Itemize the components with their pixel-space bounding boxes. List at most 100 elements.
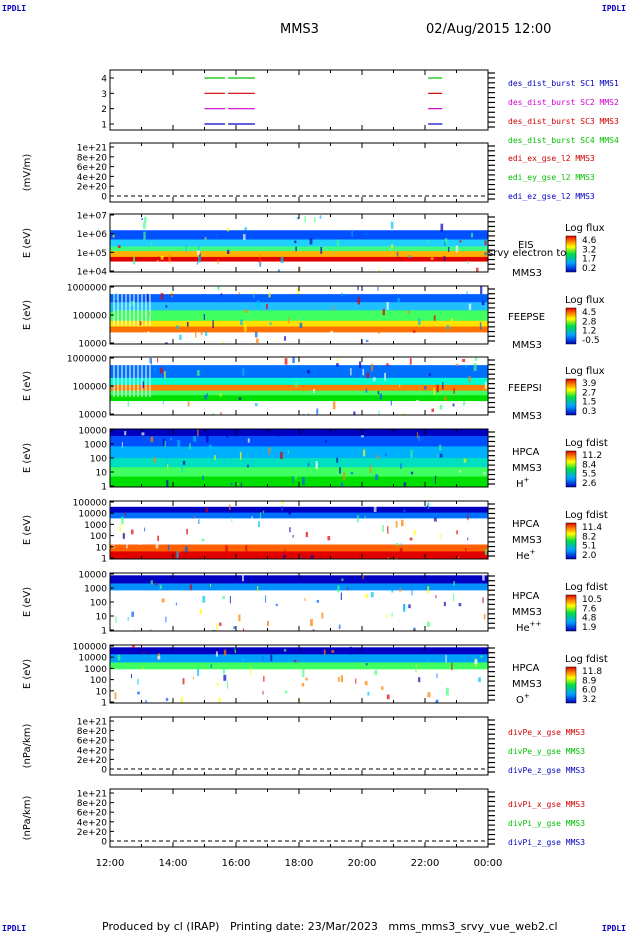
- heatmap-speckle: [463, 401, 466, 406]
- heatmap-feepse: [110, 286, 488, 344]
- heatmap-speckle: [203, 314, 205, 320]
- heatmap-speckle: [484, 252, 487, 256]
- heatmap-speckle: [254, 331, 258, 338]
- heatmap-speckle: [234, 431, 238, 437]
- heatmap-speckle: [390, 244, 394, 249]
- heatmap-speckle: [296, 217, 299, 220]
- heatmap-speckle: [198, 252, 201, 258]
- heatmap-speckle: [238, 292, 240, 295]
- heatmap-band: [110, 239, 488, 247]
- heatmap-speckle: [337, 358, 339, 363]
- heatmap-speckle: [312, 629, 315, 631]
- heatmap-band: [110, 467, 488, 478]
- heatmap-speckle: [256, 338, 259, 344]
- heatmap-speckle: [216, 623, 218, 631]
- heatmap-speckle: [117, 654, 121, 661]
- heatmap-speckle: [210, 664, 212, 669]
- heatmap-speckle: [338, 676, 340, 682]
- y-tick-label: 1000: [84, 585, 107, 595]
- heatmap-speckle: [294, 475, 297, 480]
- heatmap-speckle: [265, 595, 267, 603]
- heatmap-speckle: [435, 594, 437, 599]
- heatmap-speckle: [131, 529, 134, 535]
- heatmap-speckle: [132, 645, 135, 649]
- heatmap-band: [110, 518, 488, 545]
- heatmap-speckle: [189, 584, 192, 591]
- footer-credits: Produced by cl (IRAP) Printing date: 23/…: [102, 920, 558, 933]
- heatmap-speckle: [141, 432, 145, 436]
- heatmap-speckle: [245, 545, 248, 553]
- heatmap-speckle: [292, 357, 295, 364]
- heatmap-speckle: [310, 555, 314, 559]
- heatmap-speckle: [218, 697, 221, 703]
- heatmap-band: [110, 435, 488, 447]
- heatmap-speckle: [172, 294, 175, 300]
- x-tick-label: 14:00: [159, 858, 188, 869]
- heatmap-speckle: [431, 408, 434, 412]
- heatmap-speckle: [162, 438, 165, 446]
- heatmap-speckle: [257, 521, 260, 528]
- heatmap-speckle: [287, 450, 290, 454]
- heatmap-speckle: [484, 381, 487, 389]
- instrument-label: HPCA: [512, 663, 540, 674]
- colorbar-title: Log flux: [565, 223, 605, 234]
- multi-panel-plot: 1 2 3 4 des_dist_burst SC1 MMS1 des_dist_burs…: [22, 69, 619, 869]
- heatmap-speckle: [233, 626, 236, 630]
- heatmap-band: [110, 214, 488, 231]
- heatmap-speckle: [459, 240, 462, 243]
- heatmap-speckle: [158, 256, 160, 262]
- panel-frame-burst: [109, 69, 489, 131]
- panel-frame-efield: [109, 142, 489, 203]
- heatmap-speckle: [466, 291, 468, 295]
- y-axis-label: E (eV): [22, 371, 33, 401]
- heatmap-speckle: [160, 255, 164, 260]
- heatmap-speckle: [387, 557, 390, 559]
- heatmap-speckle: [437, 454, 439, 458]
- panel-feepse: 10000 100000 1000000 E (eV) Log flux 4.52.81.…: [22, 284, 605, 352]
- heatmap-speckle: [359, 361, 362, 368]
- heatmap-speckle: [231, 517, 233, 522]
- heatmap-band: [110, 246, 488, 252]
- y-tick-label: 2e+20: [77, 756, 108, 766]
- heatmap-speckle: [199, 608, 203, 614]
- heatmap-speckle: [219, 392, 222, 397]
- heatmap-speckle: [301, 682, 305, 687]
- heatmap-speckle: [141, 381, 145, 389]
- heatmap-speckle: [377, 286, 379, 291]
- y-tick-label: 1: [101, 483, 107, 493]
- heatmap-speckle: [114, 692, 117, 700]
- heatmap-speckle: [119, 524, 121, 532]
- heatmap-band: [110, 384, 488, 392]
- heatmap-speckle: [165, 697, 169, 702]
- heatmap-speckle: [396, 251, 399, 257]
- heatmap-speckle: [226, 228, 229, 232]
- colorbar-tick-label: 4.6: [582, 236, 597, 246]
- heatmap-speckle: [127, 617, 129, 621]
- heatmap-speckle: [252, 294, 255, 299]
- y-tick-label: 1e+05: [77, 249, 107, 259]
- heatmap-speckle: [143, 231, 146, 240]
- heatmap-band: [110, 512, 488, 519]
- heatmap-speckle: [338, 624, 341, 630]
- heatmap-speckle: [341, 578, 344, 581]
- heatmap-speckle: [141, 217, 143, 221]
- heatmap-speckle: [121, 358, 124, 366]
- y-tick-label: 1000: [84, 441, 107, 451]
- spacecraft-label: MMS3: [512, 535, 542, 546]
- colorbar: [565, 450, 577, 488]
- y-tick-label: 100: [90, 455, 107, 465]
- heatmap-speckle: [197, 429, 199, 437]
- heatmap-speckle: [217, 286, 220, 290]
- heatmap-speckle: [331, 649, 335, 653]
- heatmap-speckle: [408, 604, 411, 609]
- y-tick-label: 100: [90, 676, 107, 686]
- instrument-label: FEEPSI: [508, 383, 542, 394]
- heatmap-speckle: [427, 692, 431, 698]
- corner-tag-top-left: IPDLI: [2, 4, 27, 13]
- heatmap-speckle: [167, 464, 169, 470]
- heatmap-speckle: [262, 510, 265, 514]
- y-tick-label: 100: [90, 532, 107, 542]
- heatmap-speckle: [222, 341, 225, 344]
- heatmap-speckle: [256, 586, 259, 592]
